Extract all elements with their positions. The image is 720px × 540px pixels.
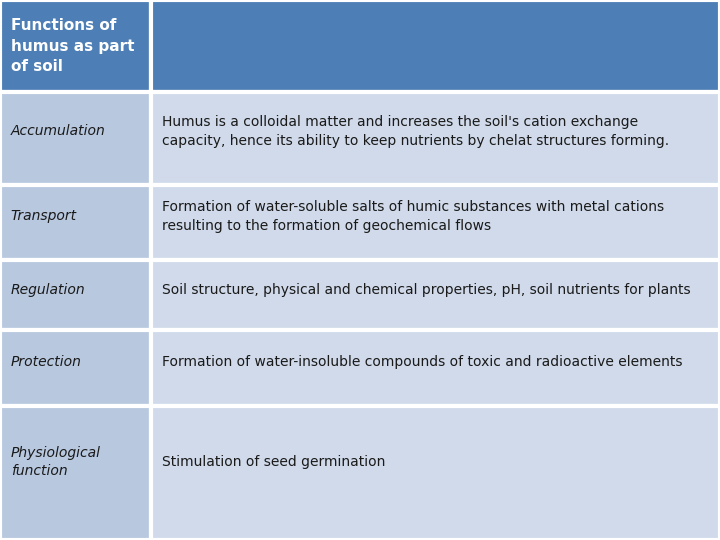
- Text: Transport: Transport: [11, 210, 77, 224]
- Bar: [0, 260, 151, 330]
- Text: Physiological
function: Physiological function: [11, 446, 101, 478]
- Bar: [151, 330, 720, 406]
- Bar: [0, 92, 151, 185]
- Bar: [151, 406, 720, 540]
- Text: Accumulation: Accumulation: [11, 124, 105, 138]
- Bar: [151, 92, 720, 185]
- Text: Humus is a colloidal matter and increases the soil's cation exchange
capacity, h: Humus is a colloidal matter and increase…: [162, 114, 669, 147]
- Text: Protection: Protection: [11, 355, 81, 369]
- Text: Formation of water-insoluble compounds of toxic and radioactive elements: Formation of water-insoluble compounds o…: [162, 355, 683, 369]
- Text: Stimulation of seed germination: Stimulation of seed germination: [162, 455, 385, 469]
- Bar: [0, 185, 151, 260]
- Bar: [0, 406, 151, 540]
- Bar: [0, 330, 151, 406]
- Text: Soil structure, physical and chemical properties, pH, soil nutrients for plants: Soil structure, physical and chemical pr…: [162, 282, 690, 296]
- Bar: [151, 185, 720, 260]
- Bar: [151, 0, 720, 92]
- Text: Functions of
humus as part
of soil: Functions of humus as part of soil: [11, 18, 134, 74]
- Bar: [0, 0, 151, 92]
- Bar: [151, 260, 720, 330]
- Text: Regulation: Regulation: [11, 282, 85, 296]
- Text: Formation of water-soluble salts of humic substances with metal cations
resultin: Formation of water-soluble salts of humi…: [162, 200, 664, 233]
